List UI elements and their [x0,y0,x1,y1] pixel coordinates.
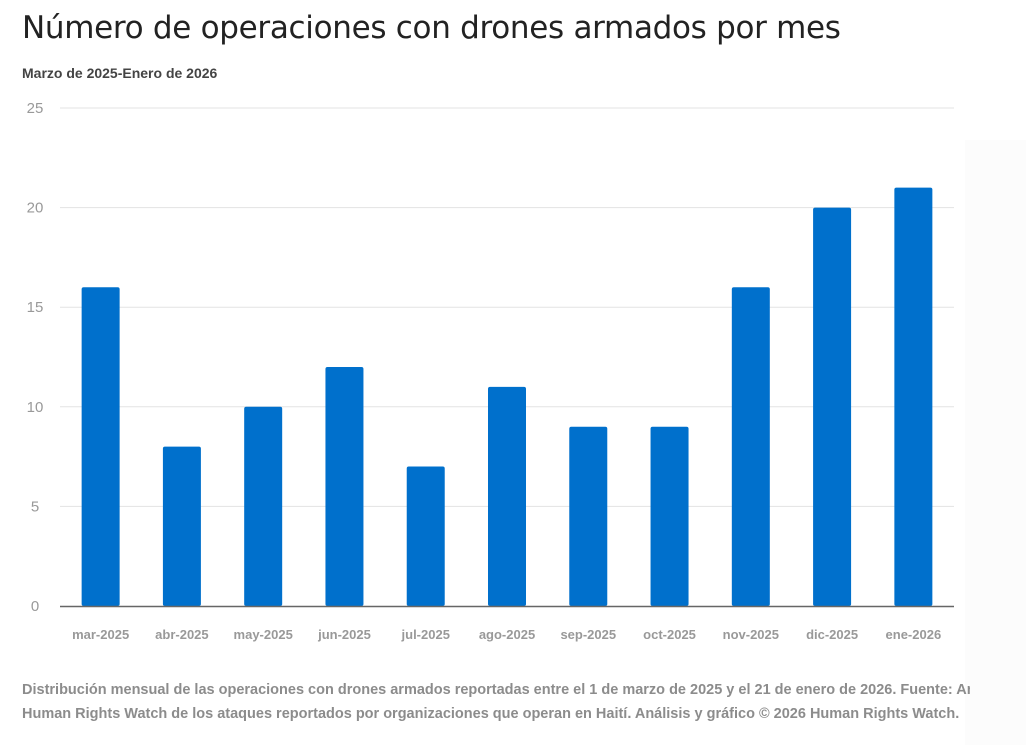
y-tick-label: 10 [27,399,44,416]
bar-mar-2025[interactable] [81,287,120,606]
x-axis-ticks: mar-2025 abr-2025 may-2025 jun-2025 jul-2025… [72,627,941,642]
bar-abr-2025[interactable] [162,446,201,606]
x-tick-label: ene-2026 [886,627,942,642]
x-tick-label: dic-2025 [806,627,858,642]
x-tick-label: sep-2025 [560,627,616,642]
y-tick-label: 0 [31,598,39,615]
y-tick-label: 20 [27,200,44,217]
caption-line-2: Human Rights Watch de los ataques report… [22,706,960,722]
x-tick-label: may-2025 [234,627,293,642]
chart-title: Número de operaciones con drones armados… [22,10,841,46]
x-tick-label: jun-2025 [317,627,371,642]
x-tick-label: abr-2025 [155,627,208,642]
caption-line-1: Distribución mensual de las operaciones … [22,682,970,698]
bar-ago-2025[interactable] [488,386,526,606]
x-tick-label: oct-2025 [643,627,696,642]
chart-caption: Distribución mensual de las operaciones … [22,678,970,726]
bar-jun-2025[interactable] [325,366,364,606]
bar-sep-2025[interactable] [569,426,608,606]
x-tick-label: jul-2025 [401,627,450,642]
x-tick-label: ago-2025 [479,627,535,642]
bar-chart: 0 5 10 15 20 25 mar-2025 abr-2025 may-2025 jun-2… [27,100,954,642]
y-tick-label: 5 [31,498,39,515]
y-tick-label: 25 [27,100,44,117]
y-axis-ticks: 0 5 10 15 20 25 [27,100,44,615]
bar-dic-2025[interactable] [813,207,852,606]
bar-oct-2025[interactable] [650,426,689,606]
bar-may-2025[interactable] [244,406,283,606]
bar-jul-2025[interactable] [406,466,445,606]
y-tick-label: 15 [27,299,44,316]
bar-ene-2026[interactable] [894,187,933,606]
bars [81,187,933,606]
x-tick-label: mar-2025 [72,627,129,642]
chart-subtitle: Marzo de 2025-Enero de 2026 [22,65,218,81]
x-tick-label: nov-2025 [723,627,779,642]
bar-nov-2025[interactable] [731,287,770,606]
side-panel-background [965,140,1026,745]
